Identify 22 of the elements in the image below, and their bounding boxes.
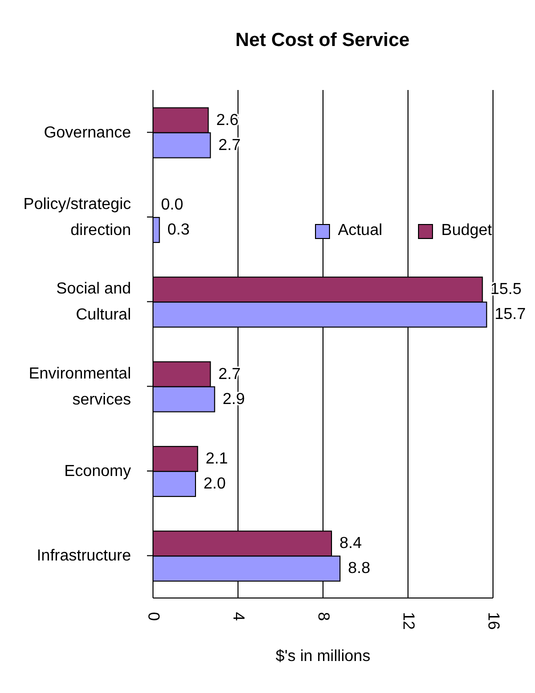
data-label: 15.7 — [494, 306, 526, 324]
data-label: 8.4 — [340, 535, 362, 552]
x-tick-label: 16 — [484, 612, 502, 630]
x-tick-label: 8 — [314, 612, 332, 621]
chart-title: Net Cost of Service — [234, 29, 411, 52]
data-label: 0.3 — [167, 221, 190, 238]
y-tick-label: Governance — [44, 124, 132, 141]
y-tick-label: Environmental services — [28, 364, 131, 408]
data-label: 2.1 — [206, 450, 228, 468]
x-tick-label: 4 — [230, 612, 246, 621]
x-axis-title: $'s in millions — [274, 648, 372, 666]
legend-label: Budget — [440, 222, 492, 240]
legend-label: Actual — [336, 222, 382, 240]
y-tick-label: Policy/strategic direction — [23, 196, 131, 238]
data-label: 2.0 — [204, 475, 226, 492]
y-tick-label: Economy — [64, 462, 131, 480]
x-tick-label: 0 — [144, 612, 162, 621]
x-tick-label: 12 — [400, 612, 416, 630]
y-tick-label: Social and Cultural — [56, 280, 131, 324]
y-tick-label: Infrastructure — [36, 547, 132, 564]
data-label: 0.0 — [161, 196, 184, 214]
data-label: 8.8 — [348, 560, 370, 578]
